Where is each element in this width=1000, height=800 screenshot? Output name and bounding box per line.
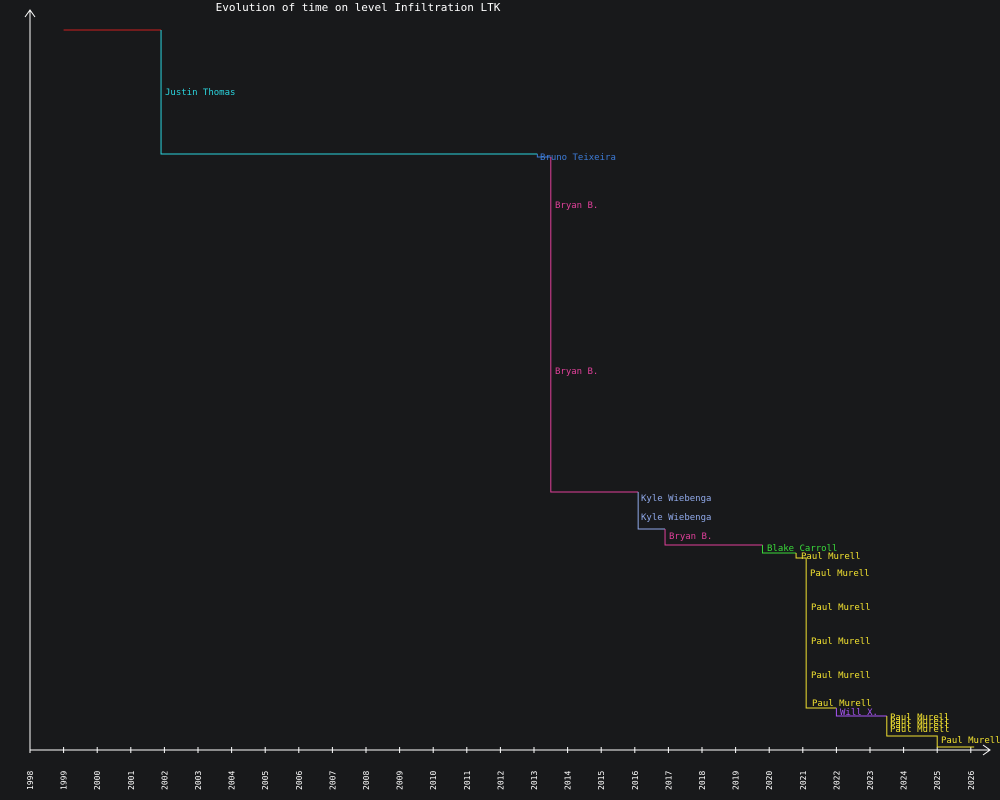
x-tick-label: 2015 — [597, 771, 606, 790]
chart-title: Evolution of time on level Infiltration … — [216, 1, 501, 14]
holder-label: Paul Murell — [890, 713, 950, 723]
x-tick-label: 2014 — [564, 771, 573, 790]
series-line — [835, 708, 887, 717]
holder-label: Bryan B. — [555, 367, 598, 377]
x-tick-label: 1999 — [60, 771, 69, 790]
x-tick-label: 2018 — [698, 771, 707, 790]
series-line — [160, 30, 538, 155]
x-ticks: 1998 1999 2000 2001 2002 2003 2004 2005 2006 2007… — [26, 747, 976, 790]
series-line — [536, 154, 551, 158]
holder-label: Paul Murell — [811, 603, 871, 613]
x-tick-label: 2013 — [530, 771, 539, 790]
holder-label: Paul Murell — [890, 721, 950, 731]
x-tick-label: 2003 — [194, 771, 203, 790]
holder-label: Paul Murell — [811, 671, 871, 681]
holder-label: Blake Carroll — [767, 544, 837, 554]
x-tick-label: 2025 — [933, 771, 942, 790]
x-tick-label: 1998 — [26, 771, 35, 790]
x-tick-label: 2000 — [93, 771, 102, 790]
holder-label: Bryan B. — [555, 201, 598, 211]
series-line — [664, 529, 763, 546]
x-tick-label: 2002 — [160, 771, 169, 790]
x-tick-label: 2017 — [664, 771, 673, 790]
x-tick-label: 2019 — [732, 771, 741, 790]
series-group — [63, 29, 975, 748]
series-line — [550, 157, 639, 493]
holder-label: Paul Murell — [801, 552, 861, 562]
x-tick-label: 2024 — [900, 771, 909, 790]
x-tick-label: 2022 — [832, 771, 841, 790]
x-tick-label: 2006 — [295, 771, 304, 790]
x-tick-label: 2007 — [328, 771, 337, 790]
x-tick-label: 2009 — [396, 771, 405, 790]
holder-label: Bruno Teixeira — [540, 153, 616, 163]
holder-label: Kyle Wiebenga — [641, 513, 711, 523]
x-tick-label: 2011 — [463, 771, 472, 790]
holder-label: Will X. — [840, 708, 878, 718]
x-tick-label: 2020 — [765, 771, 774, 790]
x-tick-label: 2026 — [967, 771, 976, 790]
holder-label: Kyle Wiebenga — [641, 494, 711, 504]
series-line — [886, 716, 975, 748]
x-tick-label: 2001 — [127, 771, 136, 790]
x-tick-label: 2012 — [496, 771, 505, 790]
y-axis — [24, 9, 36, 750]
holder-label: Bryan B. — [669, 532, 712, 542]
x-axis — [30, 744, 991, 756]
x-tick-label: 2008 — [362, 771, 371, 790]
holder-labels: Justin Thomas Bruno Teixeira Bryan B. Bryan… — [165, 88, 1000, 746]
holder-label: Paul Murell — [890, 717, 950, 727]
holder-label: Paul Murell — [811, 637, 871, 647]
x-tick-label: 2023 — [866, 771, 875, 790]
holder-label: Paul Murell — [890, 725, 950, 735]
series-line — [637, 492, 666, 530]
series-line — [795, 553, 837, 709]
holder-label: Paul Murell — [810, 569, 870, 579]
x-tick-label: 2004 — [228, 771, 237, 790]
x-tick-label: 2021 — [799, 771, 808, 790]
x-tick-label: 2010 — [429, 771, 438, 790]
series-line — [761, 545, 797, 554]
holder-label: Justin Thomas — [165, 88, 235, 98]
holder-label: Paul Murell — [941, 736, 1000, 746]
x-tick-label: 2005 — [261, 771, 270, 790]
x-tick-label: 2016 — [631, 771, 640, 790]
holder-label: Paul Murell — [812, 699, 872, 709]
